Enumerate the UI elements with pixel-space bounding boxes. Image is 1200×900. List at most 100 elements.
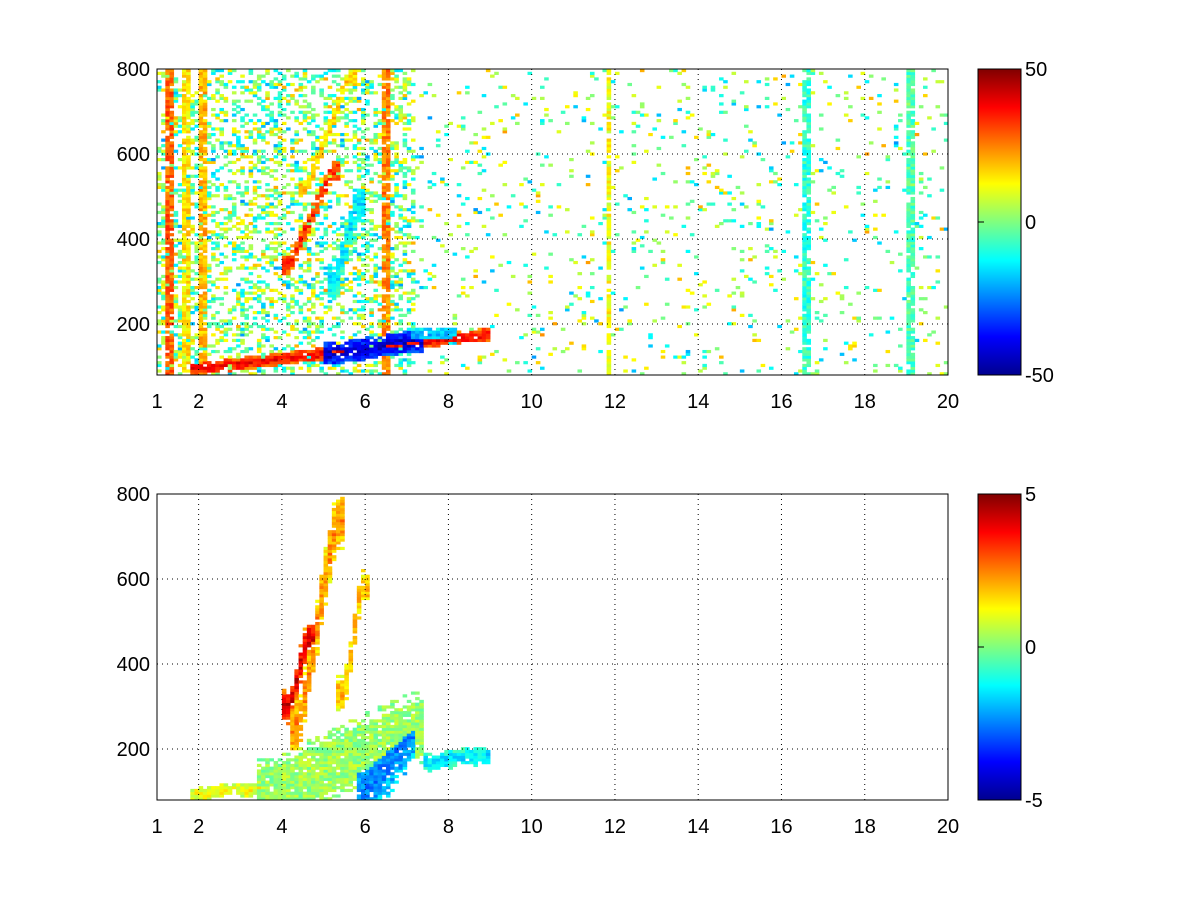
- bottom-heatmap-cell: [277, 769, 283, 773]
- top-heatmap-cell: [331, 99, 337, 103]
- top-heatmap-cell: [219, 130, 225, 134]
- bottom-heatmap-cell: [277, 777, 283, 781]
- top-heatmap-cell: [360, 219, 366, 223]
- top-heatmap-cell: [348, 99, 354, 103]
- top-heatmap-cell: [206, 196, 212, 201]
- top-heatmap-cell: [277, 349, 283, 354]
- top-heatmap-cell: [885, 185, 891, 190]
- top-heatmap-cell: [269, 80, 274, 84]
- top-heatmap-cell: [381, 313, 387, 317]
- top-heatmap-cell: [369, 91, 374, 95]
- top-heatmap-cell: [165, 110, 170, 114]
- top-heatmap-cell: [198, 166, 204, 170]
- top-heatmap-cell: [231, 347, 237, 351]
- top-heatmap-cell: [706, 302, 712, 306]
- top-heatmap-cell: [340, 99, 345, 103]
- top-heatmap-cell: [319, 94, 324, 98]
- top-heatmap-cell: [236, 358, 241, 362]
- top-heatmap-cell: [806, 213, 812, 217]
- top-heatmap-cell: [240, 85, 245, 89]
- top-heatmap-cell: [906, 305, 911, 309]
- top-heatmap-cell: [161, 210, 166, 215]
- top-heatmap-cell: [398, 110, 404, 114]
- top-heatmap-cell: [269, 258, 274, 262]
- top-heatmap-cell: [381, 316, 387, 320]
- bottom-heatmap-cell: [273, 761, 279, 765]
- top-heatmap-cell: [369, 280, 374, 284]
- top-heatmap-cell: [181, 269, 187, 273]
- top-heatmap-cell: [277, 130, 283, 134]
- top-heatmap-cell: [440, 177, 445, 181]
- top-heatmap-cell: [202, 102, 208, 106]
- top-heatmap-cell: [306, 174, 312, 178]
- top-heatmap-cell: [157, 322, 162, 326]
- top-heatmap-cell: [756, 202, 762, 206]
- top-heatmap-cell: [206, 363, 212, 368]
- top-heatmap-cell: [802, 152, 807, 156]
- top-heatmap-cell: [918, 180, 924, 184]
- top-heatmap-cell: [173, 188, 179, 192]
- top-heatmap-cell: [606, 213, 612, 217]
- top-heatmap-cell: [231, 333, 237, 337]
- top-heatmap-cell: [490, 352, 495, 356]
- top-heatmap-cell: [169, 132, 175, 137]
- top-heatmap-cell: [802, 202, 807, 206]
- top-heatmap-cell: [910, 110, 916, 114]
- top-heatmap-cell: [231, 358, 237, 362]
- top-heatmap-cell: [265, 130, 270, 134]
- top-heatmap-cell: [877, 288, 882, 292]
- top-heatmap-cell: [581, 322, 587, 326]
- top-heatmap-cell: [248, 372, 254, 376]
- top-heatmap-cell: [377, 324, 383, 329]
- top-heatmap-cell: [194, 305, 200, 309]
- top-heatmap-cell: [914, 224, 920, 228]
- top-heatmap-cell: [269, 297, 274, 301]
- top-heatmap-cell: [219, 319, 225, 323]
- top-heatmap-cell: [286, 305, 291, 309]
- top-heatmap-cell: [231, 308, 237, 312]
- top-heatmap-cell: [427, 336, 433, 340]
- top-heatmap-cell: [365, 341, 370, 345]
- top-heatmap-cell: [910, 191, 916, 195]
- top-heatmap-cell: [910, 96, 916, 100]
- top-heatmap-cell: [169, 166, 175, 170]
- top-heatmap-cell: [910, 160, 916, 164]
- bottom-heatmap-cell: [286, 788, 291, 793]
- top-heatmap-cell: [606, 174, 612, 178]
- top-heatmap-cell: [240, 358, 245, 362]
- top-heatmap-cell: [340, 280, 345, 284]
- top-heatmap-cell: [935, 80, 941, 84]
- top-heatmap-cell: [248, 71, 254, 75]
- top-heatmap-cell: [311, 205, 316, 209]
- top-heatmap-cell: [206, 369, 212, 373]
- top-heatmap-cell: [360, 272, 366, 276]
- top-heatmap-cell: [190, 110, 195, 114]
- top-heatmap-cell: [281, 241, 287, 245]
- top-heatmap-cell: [290, 94, 295, 98]
- bottom-heatmap-cell: [281, 774, 287, 779]
- top-heatmap-cell: [352, 241, 358, 245]
- top-heatmap-cell: [240, 235, 245, 240]
- top-heatmap-cell: [198, 99, 204, 103]
- top-heatmap-cell: [390, 269, 395, 273]
- top-heatmap-cell: [460, 202, 466, 206]
- top-heatmap-cell: [419, 333, 424, 337]
- top-heatmap-cell: [223, 82, 229, 87]
- bottom-heatmap-cell: [277, 780, 283, 784]
- bottom-heatmap-cell: [194, 794, 200, 798]
- top-heatmap-cell: [694, 333, 699, 337]
- top-heatmap-cell: [760, 205, 766, 209]
- top-heatmap-cell: [173, 121, 179, 126]
- top-heatmap-cell: [256, 149, 262, 153]
- top-heatmap-cell: [398, 344, 404, 348]
- top-heatmap-cell: [348, 233, 354, 237]
- top-heatmap-cell: [223, 230, 229, 234]
- top-heatmap-cell: [723, 191, 728, 195]
- top-heatmap-cell: [381, 352, 387, 356]
- top-heatmap-cell: [719, 222, 724, 226]
- top-heatmap-cell: [381, 174, 387, 178]
- top-heatmap-cell: [240, 171, 245, 176]
- top-heatmap-cell: [548, 280, 553, 284]
- top-heatmap-cell: [298, 149, 304, 153]
- top-heatmap-cell: [910, 205, 916, 209]
